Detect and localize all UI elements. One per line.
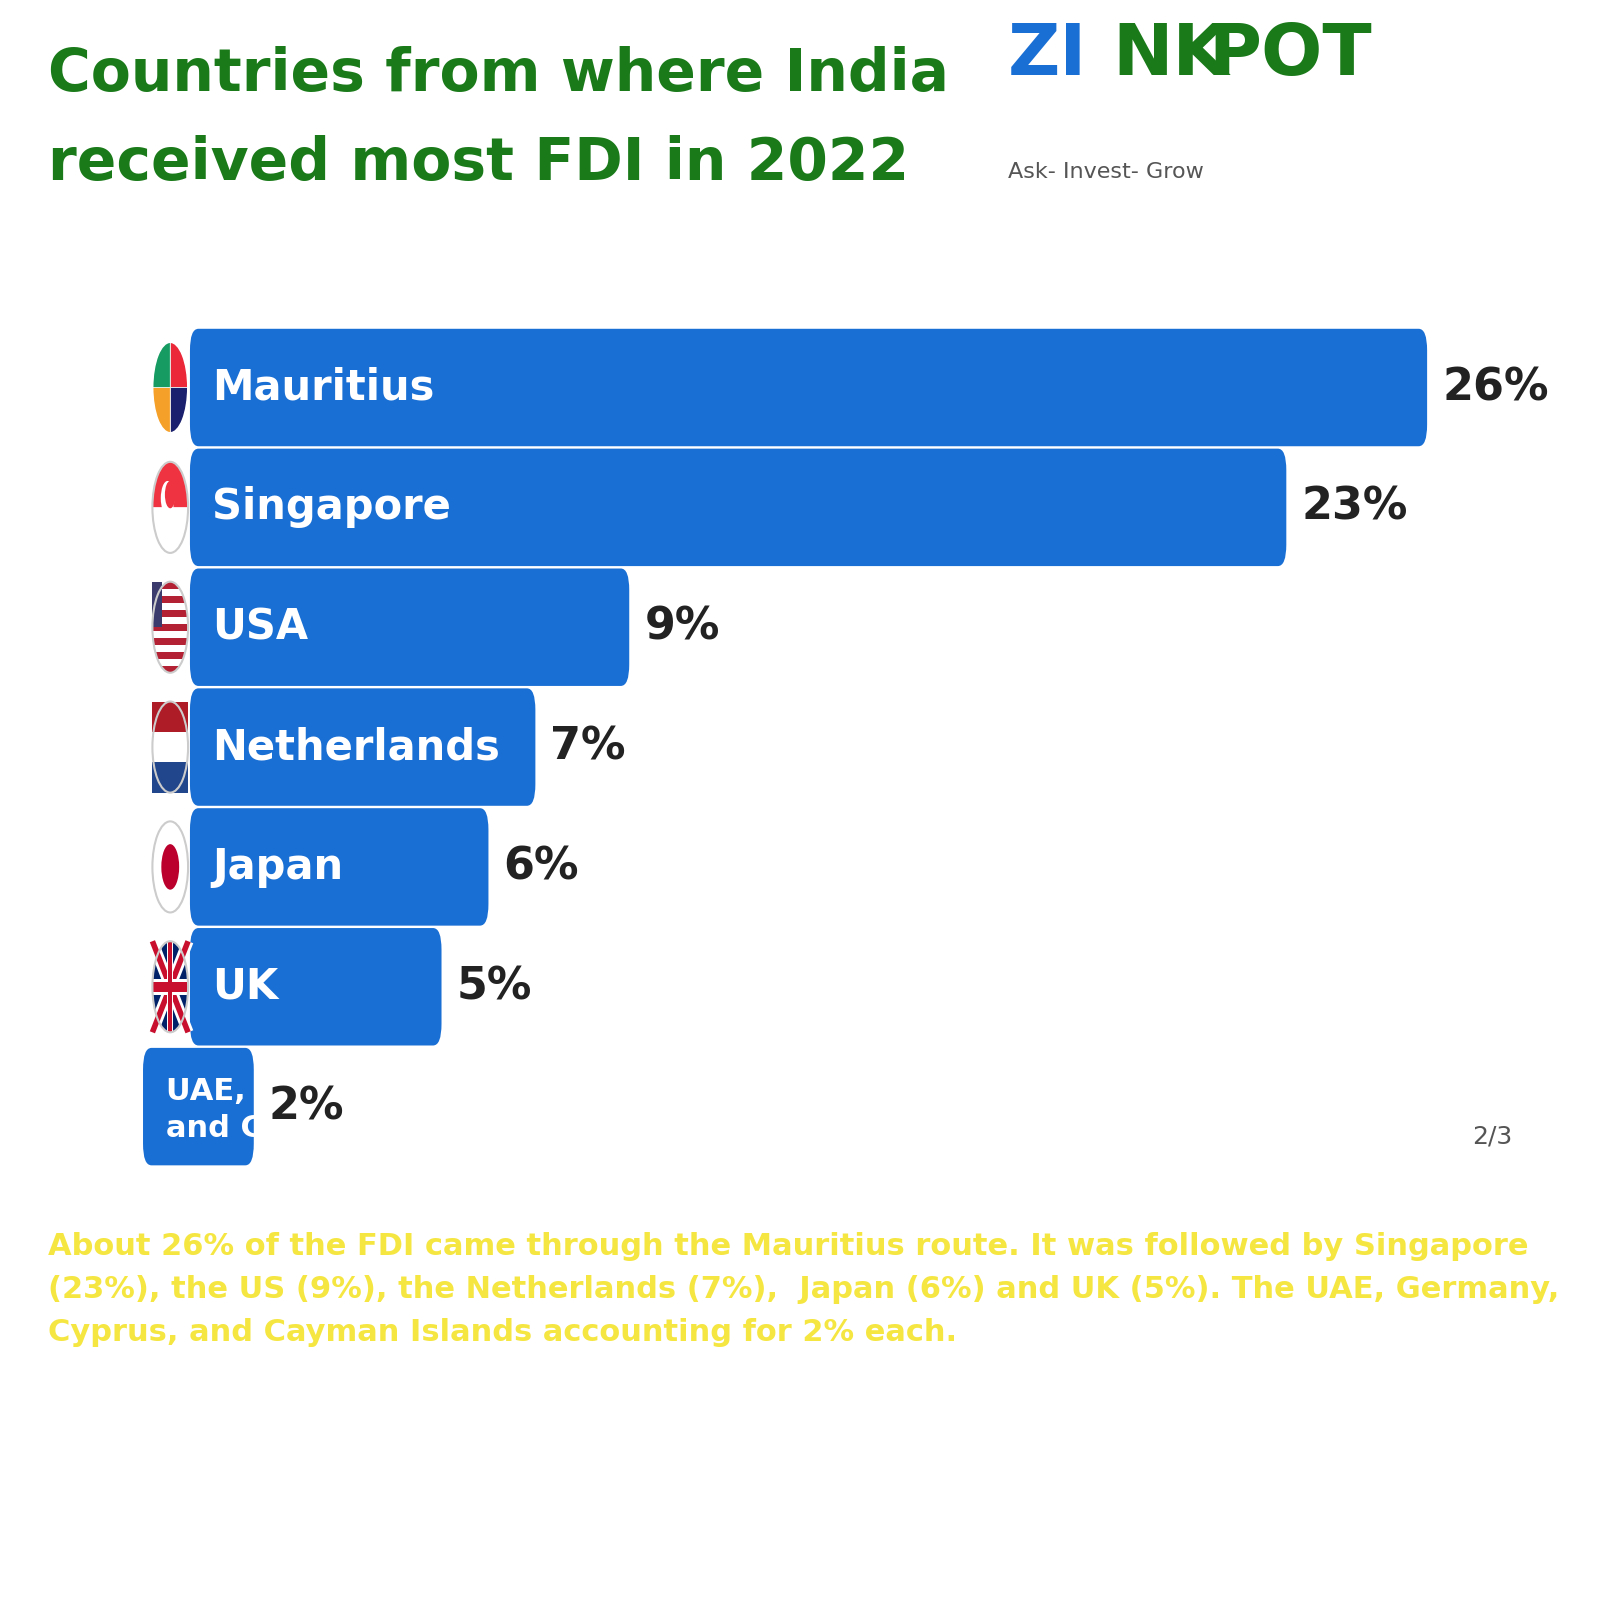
Circle shape [162,844,179,890]
Text: 6%: 6% [504,845,579,888]
Circle shape [152,582,189,673]
Bar [152,644,189,652]
Bar [152,602,189,610]
FancyBboxPatch shape [190,689,536,805]
Text: Singapore: Singapore [213,486,451,529]
FancyBboxPatch shape [190,569,629,686]
Circle shape [152,821,189,912]
Text: 23%: 23% [1301,486,1408,529]
Text: Netherlands: Netherlands [213,725,501,769]
Circle shape [165,481,176,508]
Bar [152,702,189,732]
Bar [168,941,173,1032]
Text: and Cayman Islands: and Cayman Islands [165,1114,509,1143]
FancyBboxPatch shape [190,809,488,925]
Text: ZI: ZI [1008,21,1088,89]
Text: About 26% of the FDI came through the Mauritius route. It was followed by Singap: About 26% of the FDI came through the Ma… [48,1232,1560,1347]
Bar [152,732,189,762]
Text: NK: NK [1112,21,1229,89]
Text: 7%: 7% [550,725,626,769]
Wedge shape [152,388,170,433]
Text: USA: USA [213,606,309,649]
FancyBboxPatch shape [142,1048,254,1165]
Circle shape [152,941,189,1032]
Bar [152,588,189,596]
Text: UAE, Germany, Cyprus,: UAE, Germany, Cyprus, [165,1077,560,1106]
Text: Countries from where India: Countries from where India [48,46,949,102]
Bar [152,762,189,793]
Wedge shape [152,462,189,508]
Bar [152,582,162,626]
Bar [166,941,173,1032]
Bar [152,617,189,623]
Bar [152,978,189,996]
Wedge shape [170,342,189,388]
Wedge shape [152,508,189,553]
Text: Mauritius: Mauritius [213,366,435,409]
Text: 2/3: 2/3 [1472,1125,1512,1149]
Circle shape [160,481,174,516]
Text: 5%: 5% [456,965,531,1008]
FancyBboxPatch shape [190,449,1286,566]
Text: UK: UK [213,965,278,1008]
Text: 9%: 9% [645,606,720,649]
Text: Japan: Japan [213,845,344,888]
FancyBboxPatch shape [190,329,1427,446]
Bar [152,981,189,992]
Text: POT: POT [1208,21,1371,89]
Text: 2%: 2% [269,1085,344,1128]
Wedge shape [170,388,189,433]
Text: Ask- Invest- Grow: Ask- Invest- Grow [1008,161,1203,182]
Bar [152,631,189,638]
Text: 26%: 26% [1442,366,1549,409]
FancyBboxPatch shape [190,928,442,1045]
Bar [152,658,189,666]
Text: received most FDI in 2022: received most FDI in 2022 [48,134,909,192]
Wedge shape [152,342,170,388]
